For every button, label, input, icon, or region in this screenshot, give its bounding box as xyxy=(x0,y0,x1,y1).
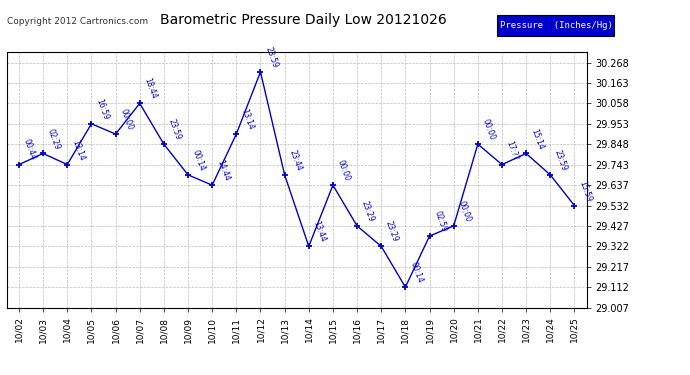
Text: 17:??: 17:?? xyxy=(505,140,520,162)
Text: 15:59: 15:59 xyxy=(578,179,593,203)
Text: 13:14: 13:14 xyxy=(70,138,86,162)
Text: 00:00: 00:00 xyxy=(481,118,497,141)
Text: 14:44: 14:44 xyxy=(215,159,231,182)
Text: 23:44: 23:44 xyxy=(288,148,304,172)
Text: 23:59: 23:59 xyxy=(167,118,183,141)
Text: 16:59: 16:59 xyxy=(95,98,110,121)
Text: 13:14: 13:14 xyxy=(239,108,255,131)
Text: 00:44: 00:44 xyxy=(22,138,38,162)
Text: Pressure  (Inches/Hg): Pressure (Inches/Hg) xyxy=(500,21,613,30)
Text: 23:29: 23:29 xyxy=(384,220,400,243)
Text: 00:14: 00:14 xyxy=(191,148,207,172)
Text: 13:44: 13:44 xyxy=(312,220,328,243)
Text: 15:14: 15:14 xyxy=(529,127,545,151)
Text: 18:44: 18:44 xyxy=(143,77,159,101)
Text: 23:59: 23:59 xyxy=(553,148,569,172)
Text: 23:59: 23:59 xyxy=(264,45,279,69)
Text: Barometric Pressure Daily Low 20121026: Barometric Pressure Daily Low 20121026 xyxy=(160,13,447,27)
Text: 00:00: 00:00 xyxy=(457,200,473,223)
Text: 00:00: 00:00 xyxy=(336,159,352,182)
Text: 00:14: 00:14 xyxy=(408,261,424,284)
Text: 02:29: 02:29 xyxy=(46,127,62,151)
Text: Copyright 2012 Cartronics.com: Copyright 2012 Cartronics.com xyxy=(7,17,148,26)
Text: 02:59: 02:59 xyxy=(433,210,448,233)
Text: 23:29: 23:29 xyxy=(360,200,376,223)
Text: 00:00: 00:00 xyxy=(119,108,135,131)
